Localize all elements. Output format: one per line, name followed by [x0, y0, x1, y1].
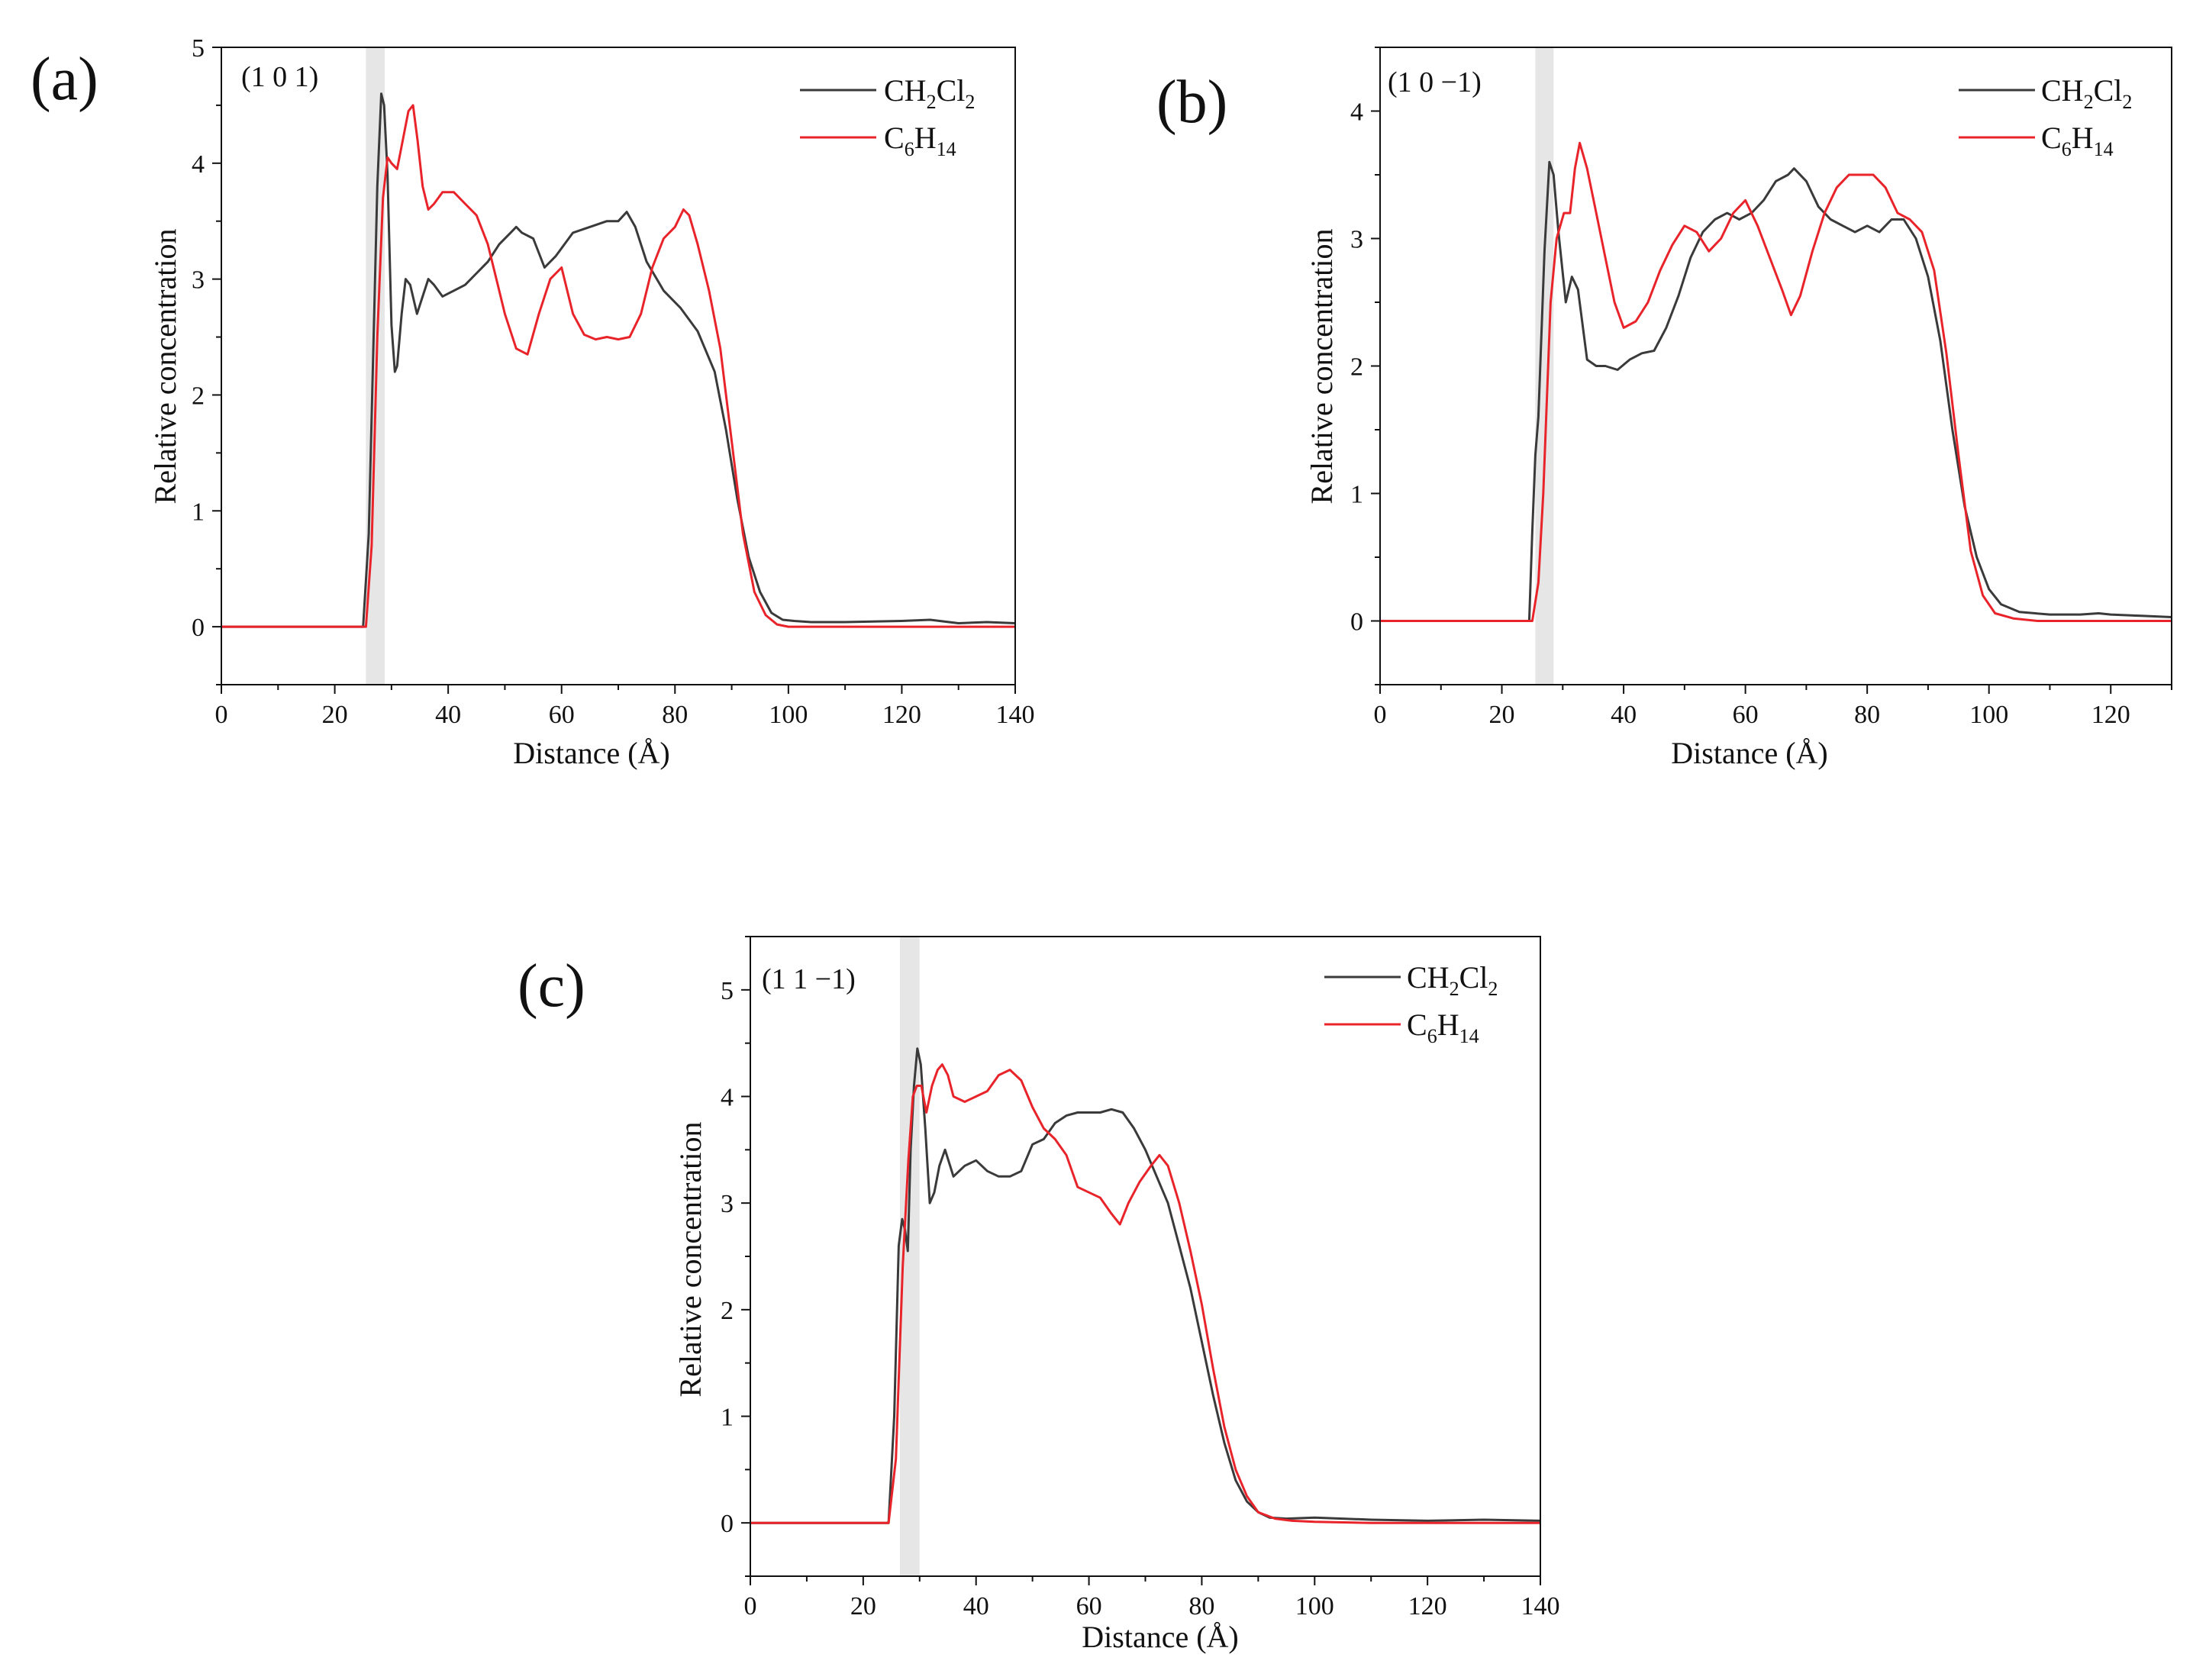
series-line-ch2cl2	[750, 1047, 1541, 1524]
legend-label-ch2cl2: CH2Cl2	[1407, 960, 1498, 1000]
legend-label-c6h14: C6H14	[884, 121, 956, 160]
series-line-ch2cl2	[221, 92, 1016, 628]
legend: CH2Cl2 C6H14	[1959, 73, 2132, 160]
panel-label: (a)	[31, 46, 98, 113]
y-tick-label: 2	[192, 382, 205, 410]
x-tick-label: 60	[549, 701, 575, 729]
x-tick-label: 40	[435, 701, 461, 729]
y-tick-label: 0	[721, 1510, 734, 1538]
x-tick-label: 140	[1521, 1592, 1560, 1620]
interface-band	[1535, 47, 1554, 685]
legend: CH2Cl2 C6H14	[800, 73, 975, 160]
legend: CH2Cl2 C6H14	[1324, 960, 1498, 1047]
legend-label-ch2cl2: CH2Cl2	[2041, 73, 2132, 113]
chart-panel-b: 0 20 40 60 80 100 120 0 1 2 3 4 (b) (1 0 −1) Distan…	[1156, 47, 2172, 770]
y-tick-label: 1	[721, 1404, 734, 1432]
y-tick-label: 2	[1350, 353, 1363, 382]
y-axis-label: Relative concentration	[673, 1122, 708, 1398]
x-axis-label: Distance (Å)	[1082, 1620, 1238, 1654]
x-tick-label: 40	[1611, 701, 1637, 729]
y-tick-label: 5	[721, 977, 734, 1005]
x-axis-label: Distance (Å)	[513, 736, 669, 770]
x-tick-label: 100	[1295, 1592, 1334, 1620]
panel-label: (c)	[518, 953, 585, 1020]
legend-label-ch2cl2: CH2Cl2	[884, 73, 975, 113]
x-tick-label: 80	[1188, 1592, 1214, 1620]
y-tick-label: 2	[721, 1297, 734, 1325]
y-tick-label: 3	[721, 1190, 734, 1218]
y-tick-label: 4	[721, 1084, 734, 1112]
x-tick-label: 80	[662, 701, 688, 729]
y-tick-label: 1	[192, 498, 205, 526]
y-tick-label: 5	[192, 34, 205, 63]
plot-area: 0 20 40 60 80 100 120 140 0 1 2 3 4 5	[721, 936, 1560, 1620]
x-tick-label: 120	[1408, 1592, 1447, 1620]
y-tick-label: 0	[1350, 608, 1363, 637]
y-tick-label: 3	[192, 266, 205, 295]
series-line-c6h14	[1380, 141, 2172, 622]
y-tick-label: 4	[1350, 98, 1363, 127]
x-tick-label: 20	[850, 1592, 876, 1620]
plane-label: (1 0 1)	[241, 61, 318, 93]
x-tick-label: 0	[215, 701, 228, 729]
y-tick-label: 0	[192, 614, 205, 642]
series-line-c6h14	[750, 1063, 1540, 1524]
x-tick-label: 80	[1854, 701, 1880, 729]
x-axis-label: Distance (Å)	[1671, 736, 1827, 770]
x-tick-label: 120	[882, 701, 921, 729]
x-tick-label: 100	[1969, 701, 2008, 729]
y-tick-label: 4	[192, 150, 205, 179]
x-tick-label: 140	[996, 701, 1035, 729]
x-tick-label: 0	[1374, 701, 1387, 729]
x-tick-label: 60	[1733, 701, 1759, 729]
series-line-ch2cl2	[1380, 160, 2172, 622]
plane-label: (1 1 −1)	[762, 963, 856, 995]
x-tick-label: 0	[744, 1592, 757, 1620]
x-tick-label: 20	[1489, 701, 1515, 729]
legend-label-c6h14: C6H14	[2041, 121, 2114, 160]
y-axis-label: Relative concentration	[1305, 229, 1339, 505]
y-tick-label: 3	[1350, 226, 1363, 254]
plane-label: (1 0 −1)	[1388, 66, 1482, 98]
x-tick-label: 20	[322, 701, 348, 729]
x-tick-label: 120	[2091, 701, 2130, 729]
plot-area: 0 20 40 60 80 100 120 140 0 1 2 3 4 5	[192, 34, 1035, 729]
x-tick-label: 100	[769, 701, 808, 729]
series-line-c6h14	[221, 104, 1015, 628]
y-axis-label: Relative concentration	[148, 229, 182, 505]
chart-panel-a: 0 20 40 60 80 100 120 140 0 1 2 3 4 5 (a) (1 0 1) Dis…	[31, 34, 1035, 770]
x-tick-label: 60	[1076, 1592, 1102, 1620]
y-tick-label: 1	[1350, 481, 1363, 509]
chart-panel-c: 0 20 40 60 80 100 120 140 0 1 2 3 4 5 (c) (1 1 −1) Di…	[518, 936, 1560, 1654]
legend-label-c6h14: C6H14	[1407, 1008, 1479, 1047]
x-tick-label: 40	[963, 1592, 989, 1620]
plot-area: 0 20 40 60 80 100 120 0 1 2 3 4	[1350, 47, 2172, 729]
panel-label: (b)	[1156, 69, 1227, 136]
